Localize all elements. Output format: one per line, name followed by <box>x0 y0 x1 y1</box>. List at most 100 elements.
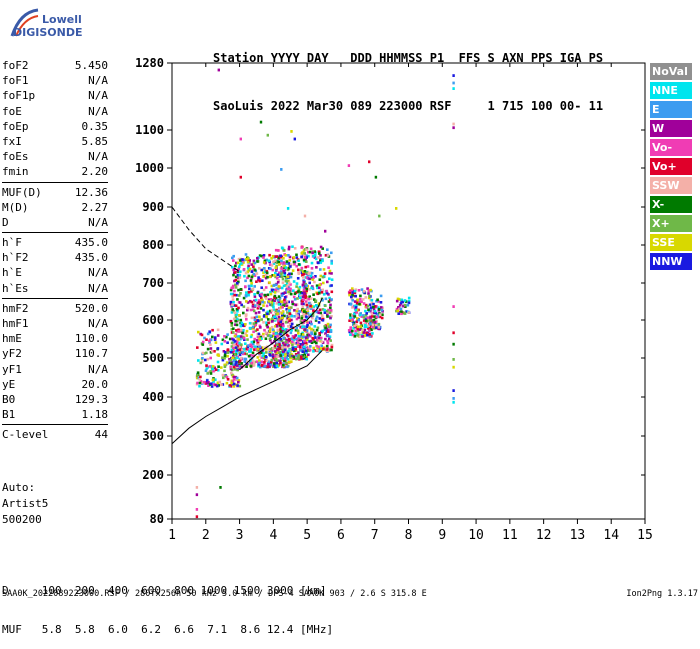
echo-point <box>225 381 229 385</box>
echo-point <box>330 262 333 265</box>
echo-point <box>355 320 359 323</box>
echo-point <box>364 314 368 317</box>
echo-point <box>301 343 304 346</box>
echo-point <box>275 264 278 268</box>
echo-point <box>271 320 274 323</box>
echo-point <box>263 259 267 263</box>
echo-point <box>367 296 371 300</box>
echo-point <box>249 279 253 282</box>
echo-point <box>288 290 291 294</box>
echo-point <box>284 254 288 257</box>
station-header: Station YYYY DAY DDD HHMMSS P1 FFS S AXN… <box>213 18 603 130</box>
echo-point <box>223 357 226 360</box>
echo-point <box>239 259 242 262</box>
echo-point <box>326 254 330 257</box>
echo-point <box>228 384 232 387</box>
param-row: foE N/A <box>2 104 108 119</box>
echo-point <box>297 271 300 274</box>
echo-point <box>287 325 290 328</box>
echo-point <box>267 300 271 303</box>
echo-point <box>379 301 383 304</box>
echo-point <box>309 313 312 316</box>
echo-point <box>272 308 275 311</box>
header-line1: Station YYYY DAY DDD HHMMSS P1 FFS S AXN… <box>213 51 604 65</box>
echo-point <box>276 298 280 302</box>
echo-point <box>289 356 293 360</box>
echo-point <box>329 330 333 333</box>
echo-point <box>234 271 237 274</box>
echo-point <box>234 315 238 319</box>
echo-point <box>282 331 286 334</box>
echo-point <box>230 311 234 314</box>
echo-point <box>317 321 321 324</box>
echo-point <box>283 262 286 265</box>
echo-point <box>376 298 379 302</box>
echo-point <box>279 332 282 335</box>
echo-point <box>306 324 309 327</box>
echo-point <box>261 298 264 302</box>
echo-point <box>260 293 263 296</box>
echo-point <box>283 300 287 304</box>
muf-table: D 100 200 400 600 800 1000 1500 3000 [km… <box>2 558 333 649</box>
echo-point <box>323 328 326 332</box>
echo-point <box>322 293 326 296</box>
param-value: 20.0 <box>81 377 109 391</box>
echo-point <box>210 385 214 388</box>
echo-point <box>196 371 200 374</box>
echo-point <box>280 339 284 343</box>
echo-point <box>284 357 287 360</box>
echo-point <box>270 325 274 329</box>
echo-point <box>321 329 324 333</box>
echo-point <box>403 299 407 302</box>
echo-point <box>236 310 239 313</box>
echo-point <box>258 359 261 362</box>
echo-point <box>197 359 200 362</box>
echo-point <box>301 299 305 303</box>
echo-point <box>363 334 367 337</box>
scaled-parameters-panel: foF2 5.450 foF1 N/A foF1p N/A foE N/A foEp 0.35 fx… <box>2 58 108 443</box>
echo-point <box>236 349 239 352</box>
echo-point <box>259 307 263 310</box>
echo-point <box>233 365 236 369</box>
echo-point <box>225 375 229 379</box>
echo-point <box>234 375 238 379</box>
echo-point <box>353 304 357 308</box>
echo-point <box>232 338 235 342</box>
echo-point <box>277 249 280 252</box>
echo-point <box>371 325 375 329</box>
echo-point <box>279 344 283 348</box>
echo-point <box>230 373 234 376</box>
echo-point <box>258 354 262 358</box>
echo-point <box>358 328 361 331</box>
echo-point <box>355 311 359 314</box>
echo-point <box>318 291 321 295</box>
echo-point <box>398 307 401 311</box>
echo-point <box>256 306 260 310</box>
echo-point <box>357 289 361 292</box>
echo-point <box>356 308 359 312</box>
echo-point <box>373 321 377 324</box>
echo-point <box>279 254 283 258</box>
echo-point <box>203 380 206 384</box>
echo-point <box>305 254 308 257</box>
echo-point <box>280 275 283 278</box>
echo-point <box>242 323 245 326</box>
echo-point <box>278 359 282 363</box>
echo-point <box>275 255 278 258</box>
echo-point <box>210 382 213 385</box>
echo-point <box>289 275 293 279</box>
echo-point <box>226 333 229 336</box>
echo-point <box>317 311 320 315</box>
echo-point <box>297 332 300 335</box>
echo-point <box>365 312 368 315</box>
echo-point <box>257 278 260 282</box>
echo-point <box>246 308 249 312</box>
echo-point <box>348 319 351 322</box>
echo-point <box>289 265 292 268</box>
echo-point <box>269 347 273 351</box>
echo-point <box>216 334 220 337</box>
echo-point <box>270 284 274 288</box>
echo-point <box>211 328 214 332</box>
echo-point <box>359 297 362 301</box>
echo-point <box>295 317 299 321</box>
